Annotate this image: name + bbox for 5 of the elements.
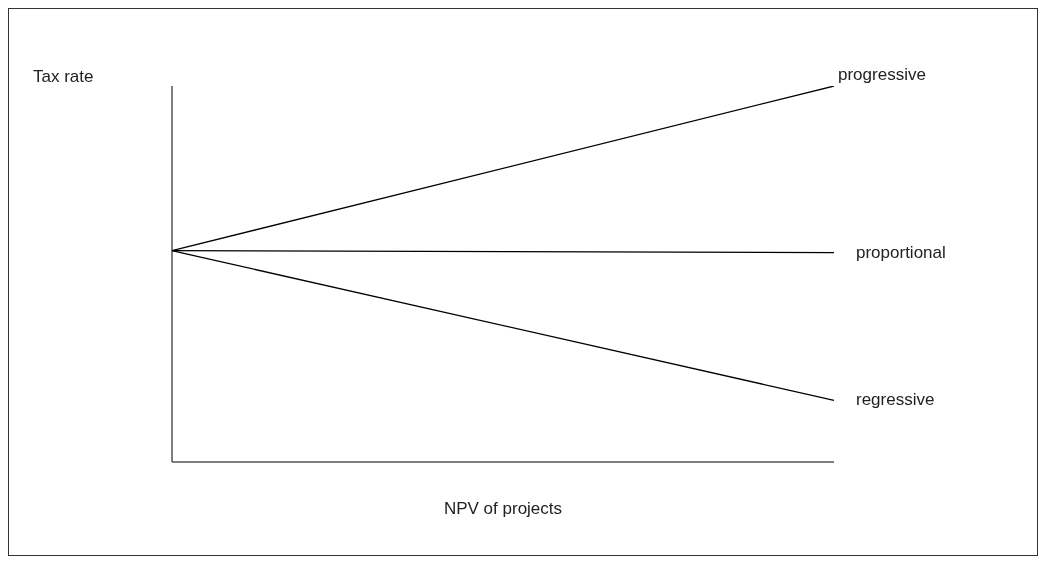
y-axis-title: Tax rate: [33, 67, 94, 87]
series-label: progressive: [838, 65, 926, 84]
series-label: regressive: [856, 390, 935, 410]
series-label: proportional: [856, 242, 946, 262]
x-axis-title: NPV of projects: [442, 499, 564, 519]
